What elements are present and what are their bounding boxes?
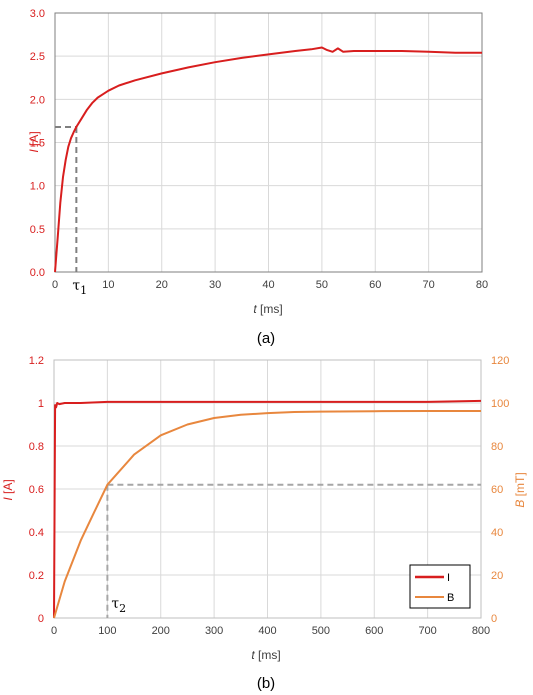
chart-b-x-axis-var: t (251, 648, 255, 662)
chart-b-y-tick-label: 0.2 (29, 570, 44, 582)
chart-b-series-B-line (53, 410, 481, 619)
chart-a-y-tick-label: 1.0 (30, 181, 45, 193)
chart-b-y-tick-label: 0 (38, 613, 44, 625)
chart-a-tau-guides (55, 125, 78, 272)
chart-b-x-tick-label: 800 (472, 625, 490, 637)
chart-a: 0 10 20 30 40 50 60 70 80 0.00.51.01.52.02.53.0 … (27, 8, 488, 347)
chart-b-tau-symbol: τ (111, 596, 119, 612)
chart-b-tau-subscript: 2 (119, 602, 126, 615)
chart-a-y-axis-title: I [A] (27, 131, 41, 152)
chart-a-x-tick-label: 20 (156, 279, 168, 291)
chart-b-y2-tick-label: 120 (491, 355, 509, 367)
chart-a-y-tick-labels: 0.0 0.5 1.0 1.5 2.0 2.5 3.0 (30, 8, 45, 279)
chart-b-y2-axis-unit: [mT] (513, 472, 527, 496)
chart-b-x-axis-unit: [ms] (258, 648, 281, 662)
chart-a-y-axis-var: I (27, 149, 41, 153)
chart-a-y-tick-label: 2.5 (30, 51, 45, 63)
chart-b-y-axis-unit: [A] (1, 479, 15, 494)
chart-a-x-tick-label: 30 (209, 279, 221, 291)
chart-b-x-tick-label: 0 (51, 625, 57, 637)
chart-b-x-axis-title: t [ms] (251, 648, 280, 662)
chart-a-y-tick-label: 0.5 (30, 224, 45, 236)
chart-a-y-tick-label: 1.5 (30, 138, 45, 150)
chart-b-legend-box (409, 564, 471, 609)
chart-b-y-tick-label: 0.8 (29, 441, 44, 453)
chart-b-x-tick-label: 100 (98, 625, 116, 637)
chart-b-series-I-line (53, 399, 482, 619)
chart-a-y-tick-label: 0.0 (30, 267, 45, 279)
chart-a-tau-symbol: τ (72, 278, 80, 294)
chart-b-y-axis-title: I [A] (1, 479, 15, 500)
chart-b: 0 100 200 300 400 500 600 700 800 00.20.40.60.81… (1, 355, 527, 692)
chart-b-x-tick-label: 500 (312, 625, 330, 637)
chart-b-y-tick-label: 1 (38, 398, 44, 410)
chart-a-y-tick-label: 3.0 (30, 8, 45, 20)
chart-b-y2-tick-label: 0 (491, 613, 497, 625)
chart-b-x-tick-labels: 0 100 200 300 400 500 600 700 800 (51, 625, 490, 637)
chart-a-x-tick-label: 70 (423, 279, 435, 291)
chart-b-tau-guides (106, 483, 481, 618)
chart-b-y-axis-var: I (1, 497, 15, 501)
chart-b-x-tick-label: 200 (152, 625, 170, 637)
chart-a-y-axis-unit: [A] (27, 131, 41, 146)
chart-a-tau-label: τ1 (72, 278, 87, 297)
chart-a-plot-area (54, 12, 483, 273)
chart-a-caption: (a) (257, 330, 275, 347)
chart-b-x-tick-label: 300 (205, 625, 223, 637)
chart-b-y2-tick-label: 80 (491, 441, 503, 453)
chart-a-x-tick-label: 60 (369, 279, 381, 291)
chart-b-y2-axis-title: B [mT] (513, 472, 527, 507)
chart-a-tau-subscript: 1 (80, 284, 87, 297)
chart-a-x-tick-label: 80 (476, 279, 488, 291)
chart-b-y-tick-label: 0.6 (29, 484, 44, 496)
chart-b-x-tick-label: 700 (418, 625, 436, 637)
chart-a-x-axis-var: t (253, 302, 257, 316)
chart-a-x-tick-label: 0 (52, 279, 58, 291)
chart-a-y-tick-label: 2.0 (30, 94, 45, 106)
chart-a-series (54, 46, 482, 273)
chart-b-y-tick-label: 0.4 (29, 527, 44, 539)
chart-b-series (53, 399, 482, 619)
chart-b-y-tick-label: 1.2 (29, 355, 44, 367)
chart-b-y2-tick-label: 20 (491, 570, 503, 582)
chart-b-y-tick-labels: 0 0.2 0.4 0.6 0.8 1 1.2 (29, 355, 44, 625)
chart-b-legend: I B (409, 564, 471, 609)
chart-a-x-tick-label: 50 (316, 279, 328, 291)
chart-b-y2-tick-label: 60 (491, 484, 503, 496)
chart-b-y2-tick-label: 40 (491, 527, 503, 539)
chart-a-x-tick-labels: 0 10 20 30 40 50 60 70 80 (52, 279, 488, 291)
legend-label-I: I (447, 572, 450, 584)
chart-b-tau-label: τ2 (111, 596, 126, 615)
chart-b-y2-tick-labels: 0 20 40 60 80 100 120 (491, 355, 509, 625)
chart-a-x-axis-unit: [ms] (260, 302, 283, 316)
chart-b-x-tick-label: 600 (365, 625, 383, 637)
chart-b-y2-tick-label: 100 (491, 398, 509, 410)
chart-b-x-tick-label: 400 (258, 625, 276, 637)
chart-b-y2-axis-var: B (513, 500, 527, 508)
chart-b-caption: (b) (257, 675, 275, 692)
legend-label-B: B (447, 592, 454, 604)
chart-a-x-axis-title: t [ms] (253, 302, 282, 316)
chart-a-series-0-line (54, 46, 482, 273)
chart-a-x-tick-label: 40 (262, 279, 274, 291)
chart-a-x-tick-label: 10 (102, 279, 114, 291)
